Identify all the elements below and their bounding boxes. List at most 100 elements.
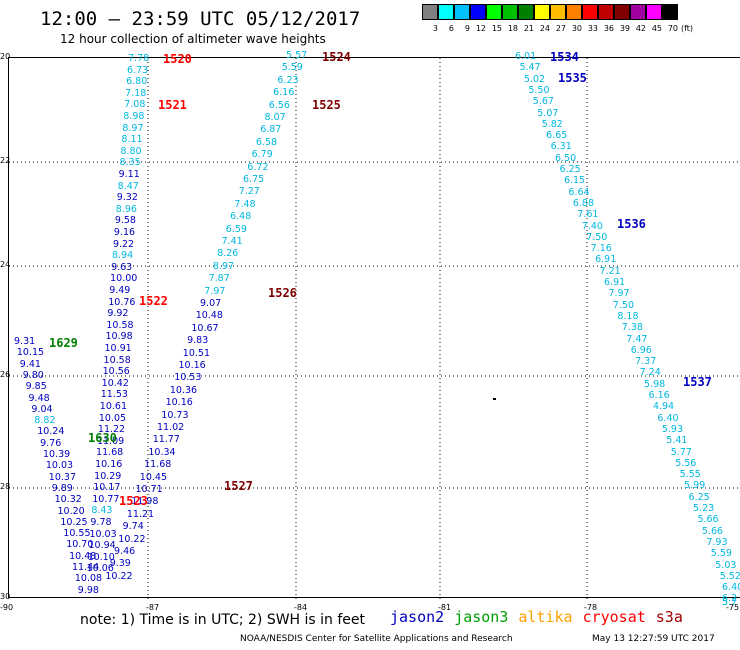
wave-height-value: 6.91 [604, 277, 626, 288]
wave-height-value: 10.22 [105, 570, 133, 582]
wave-height-value: 6.2 [722, 593, 738, 605]
wave-height-value: 10.56 [102, 366, 130, 378]
wave-height-value: 11.98 [131, 496, 159, 508]
wave-height-value: 5.98 [644, 378, 666, 390]
chart-title: 12:00 – 23:59 UTC 05/12/2017 [40, 8, 361, 30]
wave-height-value: 9.74 [122, 521, 144, 533]
wave-height-value: 10.24 [37, 426, 65, 438]
wave-height-value: 10.15 [16, 347, 45, 359]
wave-height-value: 9.31 [14, 336, 36, 347]
wave-height-value: 5.7 [722, 597, 738, 608]
legend-swatch [454, 4, 470, 20]
satellite-label: s3a [655, 608, 683, 626]
wave-height-value: 7.87 [208, 273, 230, 285]
wave-height-value: 11.02 [157, 422, 185, 433]
wave-height-value: 8.26 [217, 248, 239, 260]
wave-height-value: 10.39 [43, 449, 71, 460]
pass-number-label: 1521 [158, 98, 187, 112]
wave-height-value: 5.99 [684, 480, 706, 492]
pass-number-label: 1527 [224, 479, 253, 493]
wave-height-value: 5.07 [537, 107, 559, 119]
timestamp: May 13 12:27:59 UTC 2017 [592, 634, 715, 644]
legend-swatch [502, 4, 518, 20]
legend-labels: 3 6 9 12 15 18 21 24 27 30 33 36 39 42 45 70 (ft) [422, 24, 693, 33]
wave-height-value: 5.57 [286, 50, 308, 61]
satellite-label: jason3 [454, 608, 509, 626]
wave-height-value: 7.48 [234, 198, 256, 210]
wave-height-value: 10.76 [108, 296, 136, 308]
wave-height-value: 9.78 [90, 517, 112, 528]
satellite-label: cryosat [582, 608, 646, 626]
wave-height-value: 10.98 [105, 331, 133, 343]
wave-height-value: 6.16 [273, 87, 295, 99]
wave-height-value: 10.73 [161, 409, 189, 421]
wave-height-value: 10.45 [139, 471, 167, 483]
wave-height-value: 8.97 [212, 260, 235, 272]
wave-height-value: 6.23 [277, 74, 299, 86]
legend-label: 3 [432, 24, 438, 33]
satellite-legend: jason2 jason3 altika cryosat s3a [390, 608, 693, 626]
wave-height-value: 9.11 [118, 169, 140, 180]
wave-height-value: 5 [722, 597, 729, 608]
legend-label: 12 [475, 24, 486, 33]
wave-height-value: 7.47 [626, 333, 648, 345]
wave-height-value: 7.21 [599, 265, 621, 277]
wave-height-value: 5.47 [519, 62, 541, 74]
wave-height-value: 6.65 [546, 130, 568, 142]
wave-height-value: 5.41 [666, 435, 688, 447]
wave-height-value: 5.67 [532, 96, 554, 108]
wave-height-value: 10.32 [54, 494, 82, 506]
wave-height-value: 7.61 [577, 209, 599, 221]
wave-height-value: 11.68 [96, 447, 124, 459]
pass-number-label: 1524 [322, 50, 351, 64]
wave-height-value: 8.97 [122, 122, 144, 134]
wave-height-value: 9.16 [113, 227, 136, 238]
wave-height-value: 6.48 [230, 211, 252, 223]
pass-number-label: 1522 [139, 294, 168, 308]
legend-label: 30 [571, 24, 582, 33]
wave-height-value: 7.16 [590, 243, 612, 255]
wave-height-value: 10.51 [182, 347, 210, 359]
wave-height-value: 7.97 [204, 285, 226, 297]
wave-height-value: 9.80 [22, 369, 44, 381]
wave-height-value: 10.58 [103, 354, 131, 366]
lat-tick-label: 26 [0, 370, 11, 379]
pass-number-label: 1535 [558, 71, 587, 85]
wave-height-value: 10.05 [98, 412, 127, 424]
legend-swatch [614, 4, 630, 20]
legend-label: 36 [603, 24, 614, 33]
wave-height-value: 10.58 [106, 319, 134, 331]
wave-height-value: 9.22 [112, 238, 135, 250]
wave-height-value: 11.09 [96, 435, 125, 447]
wave-height-value: 11.53 [100, 389, 128, 401]
wave-height-value: 9.39 [109, 558, 131, 570]
wave-height-value: 5.82 [541, 118, 563, 130]
wave-height-value: 8.82 [34, 415, 56, 427]
wave-height-value: 7.27 [238, 186, 260, 198]
pass-number-label: 1630 [88, 431, 117, 445]
wave-height-value: 10.29 [94, 470, 122, 482]
legend-label: 18 [507, 24, 518, 33]
wave-height-value: 9.89 [51, 482, 73, 494]
wave-height-value: 8.18 [617, 310, 639, 322]
wave-height-value: 7.78 [128, 53, 150, 64]
wave-height-value: 9.63 [111, 261, 133, 273]
legend-swatch [550, 4, 566, 20]
lat-tick-label: 20 [0, 52, 11, 61]
wave-height-value: 5.77 [670, 446, 692, 458]
wave-height-value: 9.49 [109, 285, 131, 296]
wave-height-value: 6.79 [251, 149, 273, 161]
legend-label: 70 [667, 24, 678, 33]
wave-height-value: 10.70 [66, 539, 94, 551]
wave-height-value: 7.40 [581, 220, 603, 232]
wave-height-value: 6.15 [563, 175, 586, 187]
wave-height-value: 9.32 [116, 192, 138, 204]
wave-height-value: 8.43 [91, 505, 113, 517]
wave-height-value: 6.72 [247, 161, 269, 173]
lon-tick-label: -78 [584, 603, 598, 612]
lat-tick-label: 22 [0, 156, 11, 165]
wave-height-value: 5.50 [528, 84, 550, 96]
wave-height-value: 5.59 [710, 548, 732, 560]
pass-number-label: 1520 [163, 52, 192, 66]
legend-label: 42 [635, 24, 646, 33]
